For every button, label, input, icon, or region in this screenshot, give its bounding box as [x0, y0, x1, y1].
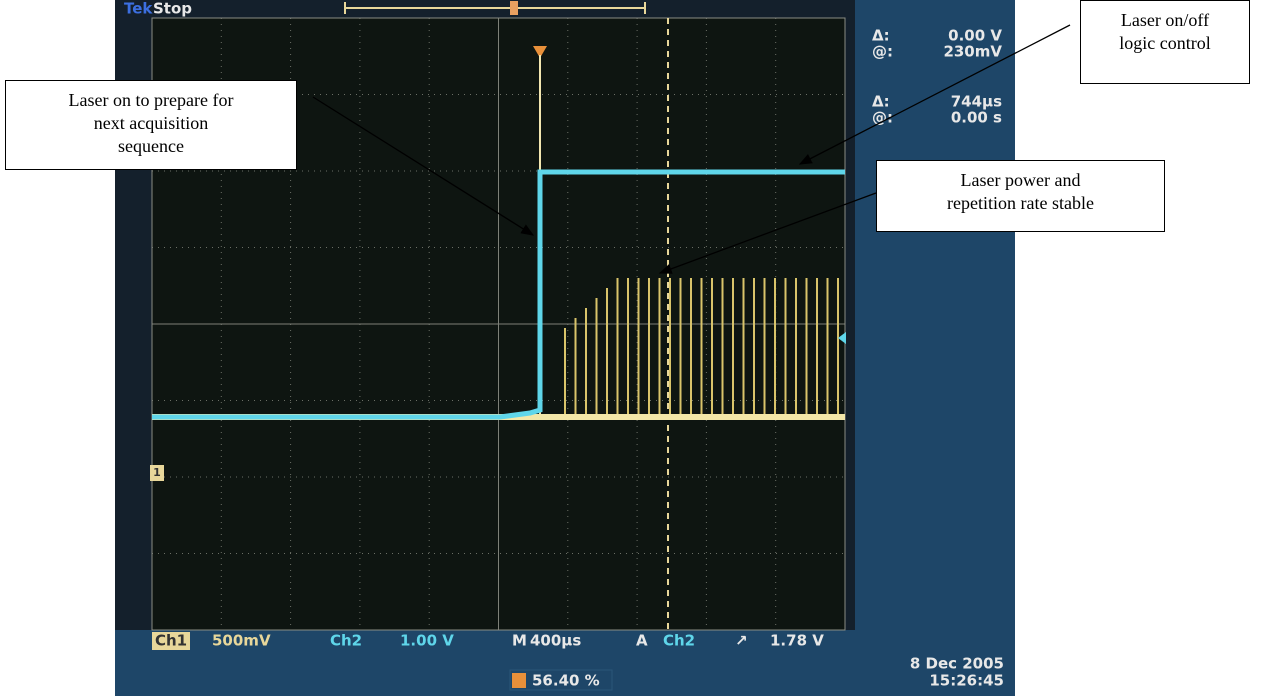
ch1-marker-label: 1	[153, 466, 161, 479]
trigger-position-marker	[510, 1, 518, 15]
page: {"scope": { "brand": "Tek", "status": "S…	[0, 0, 1262, 696]
time: 15:26:45	[929, 672, 1004, 690]
brand: Tek	[124, 0, 153, 18]
cursor-at-label: @:	[872, 43, 893, 61]
annotation-line: Laser power and	[877, 169, 1164, 192]
ch1-label: Ch1	[155, 632, 187, 650]
cursor-at: 0.00 s	[951, 109, 1002, 127]
annotation-line: logic control	[1081, 32, 1249, 55]
annotation-line: next acquisition	[6, 112, 296, 135]
date: 8 Dec 2005	[910, 655, 1004, 673]
trigger-source: Ch2	[663, 632, 695, 650]
ch1-scale: 500mV	[212, 632, 271, 650]
ch2-scale: 1.00 V	[400, 632, 454, 650]
annotation-line: repetition rate stable	[877, 192, 1164, 215]
acquisition-status: Stop	[153, 0, 192, 18]
trigger-slope: ↗	[735, 632, 748, 650]
page-body: 1 Tek Stop Δ: 0.00 V @: 230mV Δ: 744µs @…	[0, 0, 1262, 696]
annotation-line: Laser on to prepare for	[6, 89, 296, 112]
trigger-label: A	[636, 632, 648, 650]
cursor-at: 230mV	[943, 43, 1002, 61]
annotation-line: Laser on/off	[1081, 9, 1249, 32]
annotation-line: sequence	[6, 135, 296, 158]
timebase: 400µs	[530, 632, 581, 650]
trigger-position: 56.40 %	[532, 672, 600, 690]
trigger-level: 1.78 V	[770, 632, 824, 650]
ch2-label: Ch2	[330, 632, 362, 650]
timebase-label: M	[512, 632, 527, 650]
trigger-position-icon	[512, 673, 526, 688]
